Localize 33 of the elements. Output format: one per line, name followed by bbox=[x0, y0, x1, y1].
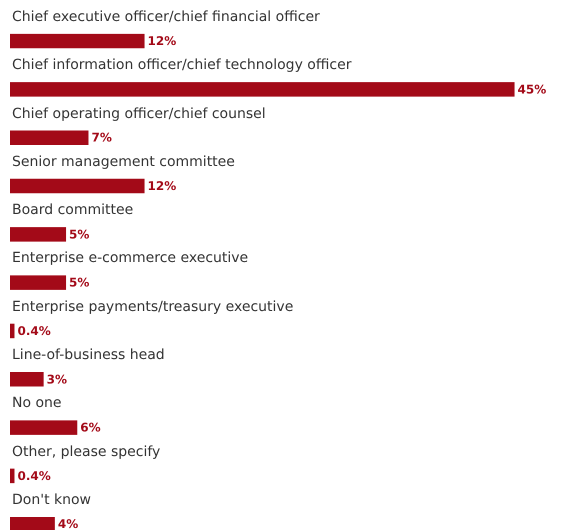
data-label: 6% bbox=[80, 420, 101, 435]
data-label: 12% bbox=[148, 179, 176, 194]
data-label: 5% bbox=[69, 276, 90, 290]
bar bbox=[10, 275, 66, 290]
data-label: 45% bbox=[518, 82, 546, 96]
bar bbox=[10, 34, 145, 48]
bar bbox=[10, 324, 14, 338]
data-label: 7% bbox=[91, 130, 112, 145]
data-label: 5% bbox=[69, 227, 90, 242]
bar bbox=[10, 82, 515, 97]
bar bbox=[10, 178, 145, 194]
data-label: 3% bbox=[46, 372, 68, 386]
y-tick-label: Chief operating officer/chief counsel bbox=[12, 106, 266, 122]
y-tick-label: Line-of-business head bbox=[12, 347, 165, 363]
data-label: 12% bbox=[148, 34, 176, 48]
y-tick-label: Senior management committee bbox=[12, 154, 235, 170]
bar bbox=[10, 130, 88, 145]
bar bbox=[10, 468, 14, 484]
y-tick-label: Chief information officer/chief technology officer bbox=[12, 57, 352, 73]
data-label: 0.4% bbox=[17, 468, 51, 483]
data-label: 4% bbox=[58, 517, 78, 530]
y-tick-label: Board committee bbox=[12, 202, 134, 218]
y-tick-label: Enterprise e-commerce executive bbox=[12, 250, 248, 266]
y-tick-label: No one bbox=[12, 395, 62, 411]
y-tick-label: Enterprise payments/treasury executive bbox=[12, 299, 294, 315]
y-tick-label: Don't know bbox=[12, 492, 92, 508]
bar bbox=[10, 227, 66, 242]
data-label: 0.4% bbox=[17, 324, 51, 338]
y-tick-label: Other, please specify bbox=[12, 444, 160, 460]
y-tick-label: Chief executive officer/chief financial officer bbox=[12, 9, 320, 25]
bar bbox=[10, 372, 44, 387]
bar bbox=[10, 420, 78, 435]
bar bbox=[10, 516, 55, 530]
